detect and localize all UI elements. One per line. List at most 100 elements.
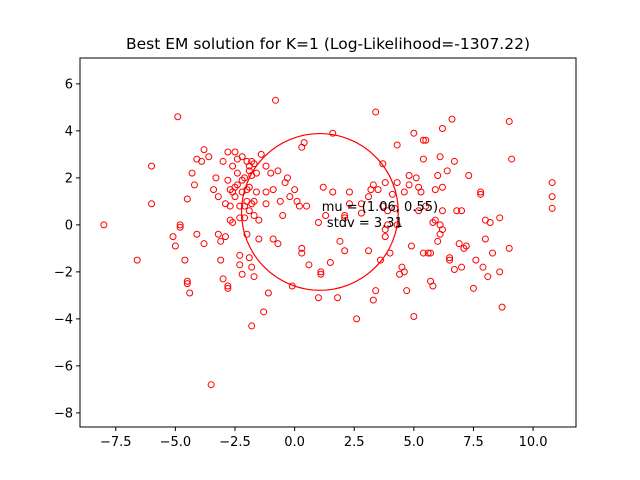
data-point [188,169,196,177]
data-point [148,200,156,208]
data-point [231,148,239,156]
data-point [229,162,237,170]
data-point [429,219,437,227]
data-point [419,136,427,144]
data-point [200,240,208,248]
data-point [219,275,227,283]
data-point [429,282,437,290]
data-point [484,273,492,281]
data-point [381,179,389,187]
data-point [236,202,244,210]
data-point [210,186,218,194]
data-point [255,216,263,224]
data-point [410,129,418,137]
data-point [224,284,232,292]
data-point [548,193,556,201]
data-point [238,176,246,184]
data-point [200,146,208,154]
data-point [245,254,253,262]
x-tick-label: −5.0 [160,435,192,450]
data-point [417,188,425,196]
data-point [422,202,430,210]
x-axis: −7.5 −5.0 −2.5 0.0 2.5 5.0 7.5 10.0 [100,427,548,450]
data-point [422,136,430,144]
data-point [217,256,225,264]
data-point [176,221,184,229]
data-point [250,197,258,205]
data-point [419,155,427,163]
data-point [236,261,244,269]
y-axis: −8 −6 −4 −2 0 2 4 6 [54,77,80,421]
data-point [100,221,108,229]
component-stdv-label: stdv = 3.31 [327,216,403,231]
data-point [183,280,191,288]
data-point [357,209,365,217]
data-point [219,157,227,165]
data-point [257,150,265,158]
data-point [260,308,268,316]
data-point [434,237,442,245]
data-point [241,174,249,182]
data-point [400,188,408,196]
data-point [231,183,239,191]
x-tick-label: −7.5 [100,435,132,450]
data-point [388,190,396,198]
data-point [427,249,435,257]
data-point [498,303,506,311]
data-point [214,230,222,238]
chart-title: Best EM solution for K=1 (Log-Likelihood… [126,35,530,53]
data-point [446,254,454,262]
data-point [374,186,382,194]
y-tick-label: −6 [54,359,73,374]
data-point [479,263,487,271]
data-point [448,115,456,123]
data-point [183,277,191,285]
data-point [319,183,327,191]
data-point [317,270,325,278]
data-point [345,188,353,196]
data-point [381,233,389,241]
data-point [438,226,446,234]
data-point [438,125,446,133]
data-point [458,263,466,271]
data-point [460,244,468,252]
data-point [450,266,458,274]
data-point [438,207,446,215]
x-tick-label: −2.5 [219,435,251,450]
data-point [274,240,282,248]
data-point [379,202,387,210]
data-point [183,195,191,203]
data-point [305,261,313,269]
data-point [341,214,349,222]
data-point [314,294,322,302]
data-point [190,181,198,189]
data-point [303,202,311,210]
data-point [410,313,418,321]
data-point [250,160,258,168]
data-point [496,268,504,276]
x-tick-label: 0.0 [284,435,305,450]
data-point [434,172,442,180]
data-point [477,190,485,198]
data-point [169,233,177,241]
data-point [174,113,182,121]
data-point [443,167,451,175]
data-point [231,193,239,201]
data-point [171,242,179,250]
data-point [505,244,513,252]
data-point [229,219,237,227]
data-point [453,207,461,215]
data-point [548,179,556,187]
data-point [248,200,256,208]
data-point [365,247,373,255]
data-point [300,139,308,147]
data-point [341,247,349,255]
data-point [224,282,232,290]
data-point [357,200,365,208]
data-point [186,289,194,297]
component-mu-label: mu = (1.06, 0.55) [322,200,438,215]
data-point [372,287,380,295]
data-point [238,153,246,161]
data-point [548,204,556,212]
data-point [314,219,322,227]
